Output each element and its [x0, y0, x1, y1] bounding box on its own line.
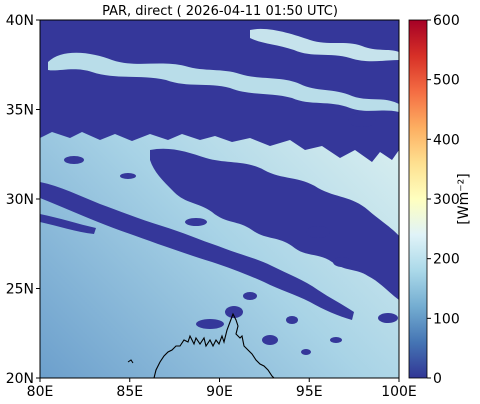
y-axis: 20N 25N 30N 35N 40N — [6, 13, 40, 387]
y-tick-label: 30N — [6, 192, 34, 208]
cloud-cell — [196, 319, 224, 329]
x-tick-label: 95E — [296, 384, 323, 400]
x-tick-label: 100E — [381, 384, 417, 400]
colorbar-tick-label: 300 — [433, 192, 460, 208]
clearing-north — [48, 52, 399, 112]
cloud-cell — [348, 113, 376, 127]
cloud-cell — [262, 335, 278, 345]
x-tick-label: 85E — [116, 384, 143, 400]
map-panel — [39, 19, 400, 379]
cloud-cell — [301, 349, 311, 355]
x-axis: 80E 85E 90E 95E 100E — [27, 378, 417, 400]
clearing-north-2 — [250, 28, 399, 62]
cloud-cell — [378, 313, 398, 323]
colorbar-gradient — [408, 19, 428, 379]
coastline — [153, 312, 275, 378]
cloud-cell — [225, 306, 243, 318]
y-tick-label: 25N — [6, 282, 34, 298]
cloud-cell — [286, 316, 298, 324]
coast-islet — [127, 359, 134, 364]
colorbar-label: [Wm⁻²] — [456, 173, 472, 224]
cloud-cell — [185, 218, 207, 226]
x-tick-label: 80E — [27, 384, 54, 400]
colorbar-tick-label: 100 — [433, 311, 460, 327]
cloud-cell — [330, 337, 342, 343]
x-tick-label: 90E — [206, 384, 233, 400]
colorbar: 0 100 200 300 400 500 600 [Wm⁻²] — [408, 13, 472, 387]
y-tick-label: 40N — [6, 13, 34, 29]
cloud-cell — [120, 173, 136, 179]
colorbar-tick-label: 200 — [433, 252, 460, 268]
cloud-cell — [306, 226, 330, 238]
cloud-band-north — [40, 20, 399, 162]
cloud-band-south — [40, 182, 354, 320]
cloud-cover — [40, 20, 399, 355]
cloud-streak-west — [40, 214, 96, 234]
y-tick-label: 20N — [6, 371, 34, 387]
cloud-cell — [243, 292, 257, 300]
y-tick-label: 35N — [6, 103, 34, 119]
colorbar-tick-label: 500 — [433, 73, 460, 89]
cloud-cell — [64, 156, 84, 164]
colorbar-tick-label: 0 — [433, 371, 442, 387]
colorbar-ticks: 0 100 200 300 400 500 600 — [427, 13, 460, 387]
cloud-cell — [333, 257, 351, 267]
colorbar-tick-label: 400 — [433, 132, 460, 148]
map-title: PAR, direct ( 2026-04-11 01:50 UTC) — [102, 4, 338, 19]
colorbar-tick-label: 600 — [433, 13, 460, 29]
